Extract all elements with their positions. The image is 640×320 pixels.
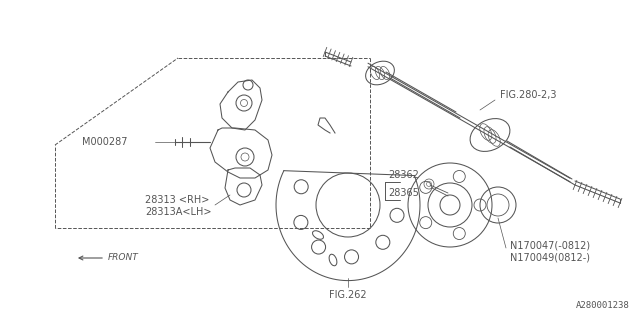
Text: 28313A<LH>: 28313A<LH> — [145, 207, 211, 217]
Text: M000287: M000287 — [82, 137, 127, 147]
Text: 28365: 28365 — [388, 188, 419, 198]
Text: A280001238: A280001238 — [576, 301, 630, 310]
Text: FIG.280-2,3: FIG.280-2,3 — [500, 90, 557, 100]
Text: N170049(0812-): N170049(0812-) — [510, 253, 590, 263]
Text: 28362: 28362 — [388, 170, 419, 180]
Text: 28313 <RH>: 28313 <RH> — [145, 195, 209, 205]
Text: FIG.262: FIG.262 — [329, 290, 367, 300]
Text: N170047(-0812): N170047(-0812) — [510, 240, 590, 250]
Text: FRONT: FRONT — [108, 253, 139, 262]
